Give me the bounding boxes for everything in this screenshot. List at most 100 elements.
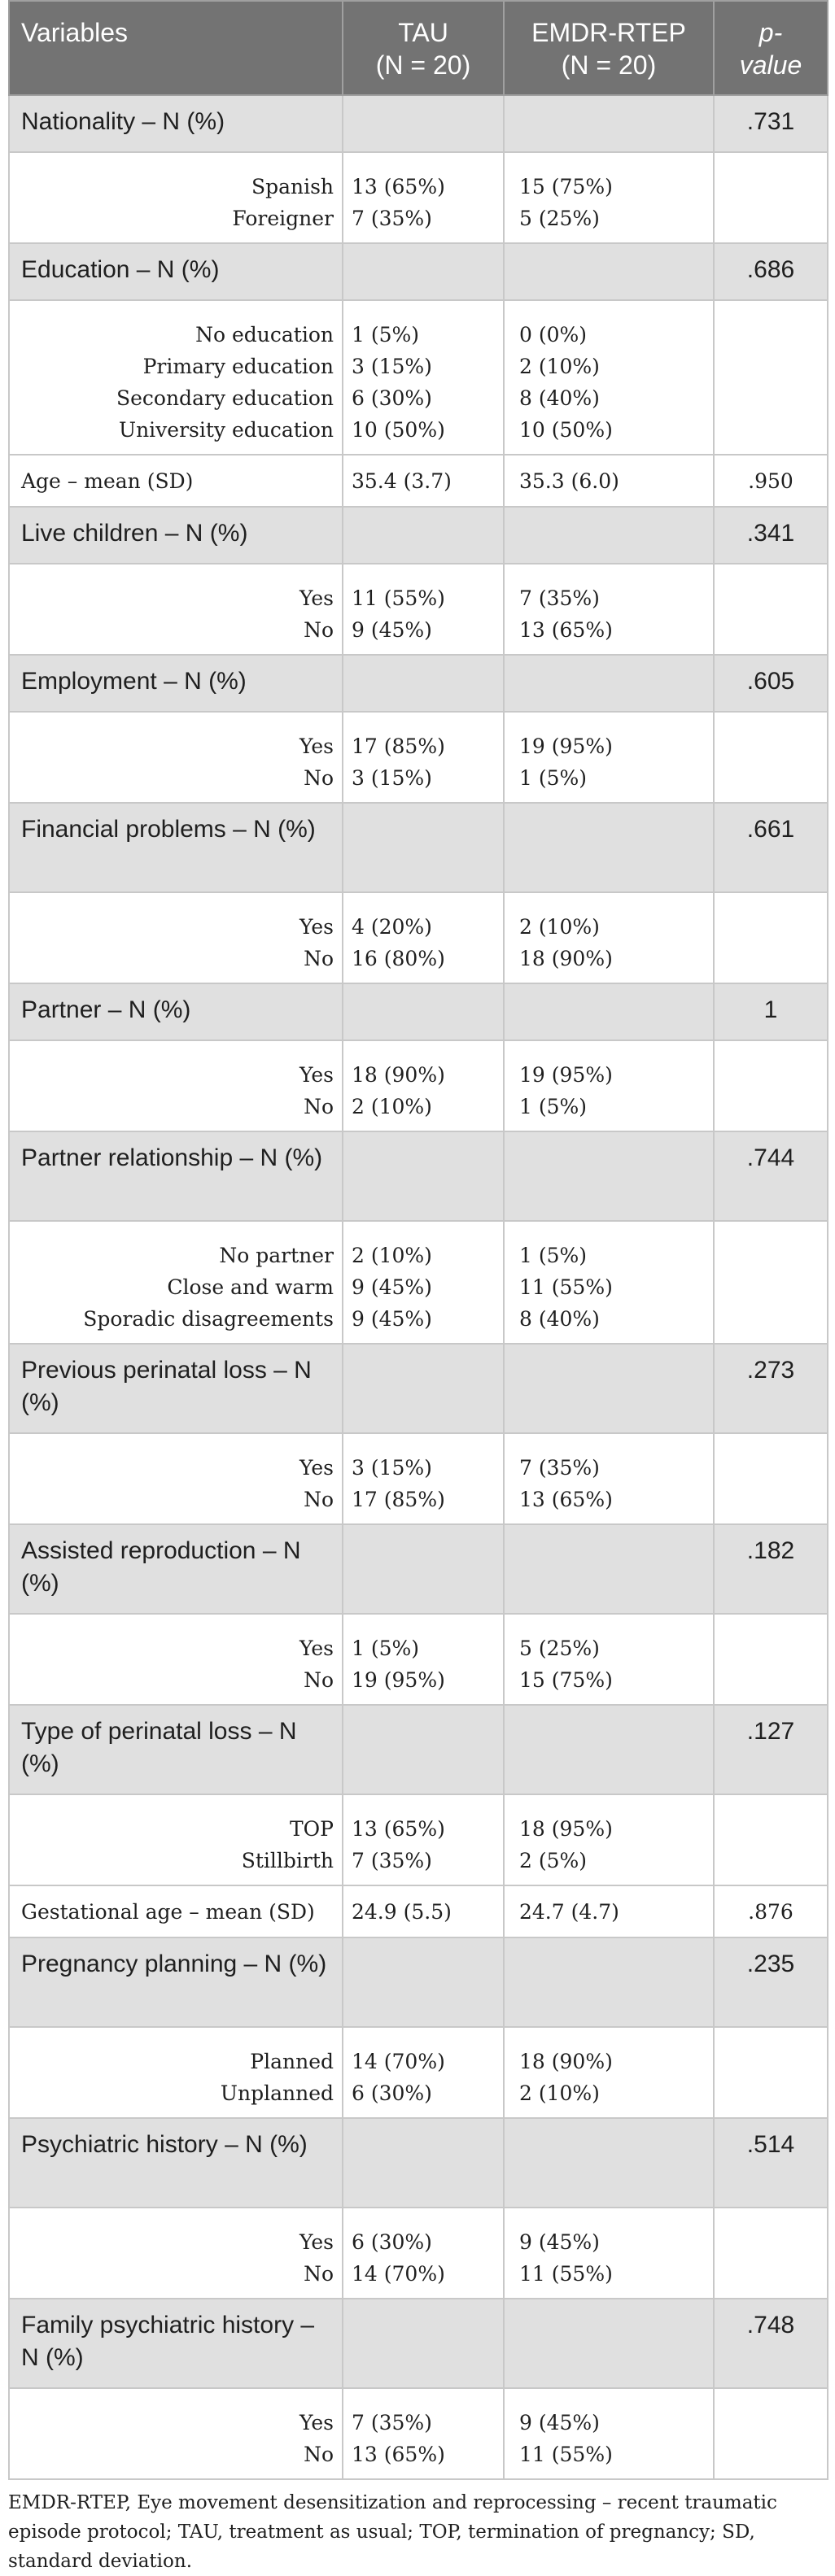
item-p-empty bbox=[713, 1040, 828, 1132]
item-label: Close and warm bbox=[167, 1275, 334, 1299]
group-p-value: .182 bbox=[713, 1523, 828, 1615]
group-label: Partner relationship – N (%) bbox=[8, 1131, 343, 1222]
item-label: No partner bbox=[219, 1244, 334, 1267]
group-header-row: Assisted reproduction – N (%) .182 bbox=[8, 1523, 828, 1615]
group-items-row: Spanish Foreigner 13 (65%) 7 (35%) 15 (75%) 5… bbox=[8, 151, 828, 244]
item-p-empty bbox=[713, 299, 828, 455]
item-label: No bbox=[304, 618, 334, 642]
item-labels: Yes No bbox=[8, 2387, 343, 2480]
item-labels: TOP Stillbirth bbox=[8, 1794, 343, 1886]
item-label: Yes bbox=[299, 2411, 334, 2434]
item-labels: Yes No bbox=[8, 891, 343, 984]
item-label: Yes bbox=[299, 1456, 334, 1480]
header-emdr-n: (N = 20) bbox=[561, 50, 657, 80]
table-container: Variables TAU (N = 20) EMDR-RTEP (N = 20… bbox=[8, 0, 828, 2576]
group-tau-cell bbox=[342, 1937, 505, 2028]
group-tau-cell bbox=[342, 94, 505, 153]
item-emdr-value: 5 (25%) bbox=[519, 1637, 600, 1660]
item-emdr-value: 11 (55%) bbox=[519, 2262, 613, 2286]
single-label: Age – mean (SD) bbox=[8, 454, 343, 508]
group-items-row: Planned Unplanned 14 (70%) 6 (30%) 18 (90%) 2… bbox=[8, 2026, 828, 2119]
item-tau-value: 3 (15%) bbox=[352, 355, 432, 378]
group-items-row: No partner Close and warm Sporadic disagre… bbox=[8, 1220, 828, 1345]
group-header-row: Education – N (%) .686 bbox=[8, 242, 828, 301]
item-emdr-value: 10 (50%) bbox=[519, 418, 613, 442]
item-emdr-value: 15 (75%) bbox=[519, 1668, 613, 1692]
group-p-value: .744 bbox=[713, 1131, 828, 1222]
item-emdr-value: 13 (65%) bbox=[519, 618, 613, 642]
table-body: Nationality – N (%) .731 Spanish Foreigner 1… bbox=[8, 94, 828, 2480]
item-tau-value: 1 (5%) bbox=[352, 323, 420, 347]
item-tau-value: 14 (70%) bbox=[352, 2262, 445, 2286]
item-emdr-values: 15 (75%) 5 (25%) bbox=[503, 151, 715, 244]
item-emdr-value: 18 (90%) bbox=[519, 2050, 613, 2073]
item-tau-values: 4 (20%) 16 (80%) bbox=[342, 891, 505, 984]
single-tau-value: 35.4 (3.7) bbox=[342, 454, 505, 508]
header-tau-name: TAU bbox=[398, 18, 448, 47]
group-p-value: .731 bbox=[713, 94, 828, 153]
group-tau-cell bbox=[342, 654, 505, 713]
item-label: Yes bbox=[299, 586, 334, 610]
item-tau-values: 7 (35%) 13 (65%) bbox=[342, 2387, 505, 2480]
item-tau-value: 13 (65%) bbox=[352, 175, 445, 198]
item-emdr-values: 0 (0%) 2 (10%) 8 (40%) 10 (50%) bbox=[503, 299, 715, 455]
item-tau-values: 1 (5%) 19 (95%) bbox=[342, 1613, 505, 1706]
item-labels: Yes No bbox=[8, 2207, 343, 2299]
header-p-line2: value bbox=[739, 50, 802, 80]
item-emdr-value: 13 (65%) bbox=[519, 1488, 613, 1511]
item-label: Yes bbox=[299, 915, 334, 939]
group-tau-cell bbox=[342, 1704, 505, 1795]
item-emdr-value: 19 (95%) bbox=[519, 734, 613, 758]
item-emdr-values: 19 (95%) 1 (5%) bbox=[503, 1040, 715, 1132]
group-label: Type of perinatal loss – N (%) bbox=[8, 1704, 343, 1795]
group-header-row: Nationality – N (%) .731 bbox=[8, 94, 828, 153]
item-p-empty bbox=[713, 1794, 828, 1886]
header-p-value: p- value bbox=[713, 0, 828, 96]
group-items-row: Yes No 7 (35%) 13 (65%) 9 (45%) 11 (55%) bbox=[8, 2387, 828, 2480]
item-p-empty bbox=[713, 2387, 828, 2480]
item-tau-value: 6 (30%) bbox=[352, 2081, 432, 2105]
item-labels: Planned Unplanned bbox=[8, 2026, 343, 2119]
item-tau-value: 18 (90%) bbox=[352, 1063, 445, 1087]
item-emdr-values: 9 (45%) 11 (55%) bbox=[503, 2387, 715, 2480]
item-tau-values: 2 (10%) 9 (45%) 9 (45%) bbox=[342, 1220, 505, 1345]
header-tau-n: (N = 20) bbox=[375, 50, 471, 80]
item-emdr-value: 8 (40%) bbox=[519, 386, 600, 410]
group-items-row: Yes No 17 (85%) 3 (15%) 19 (95%) 1 (5%) bbox=[8, 711, 828, 804]
group-items-row: Yes No 11 (55%) 9 (45%) 7 (35%) 13 (65%) bbox=[8, 563, 828, 656]
item-emdr-value: 1 (5%) bbox=[519, 1244, 588, 1267]
group-label: Live children – N (%) bbox=[8, 506, 343, 564]
group-p-value: .514 bbox=[713, 2117, 828, 2208]
item-labels: Yes No bbox=[8, 563, 343, 656]
single-emdr-value: 24.7 (4.7) bbox=[503, 1885, 715, 1938]
item-tau-value: 17 (85%) bbox=[352, 1488, 445, 1511]
group-label: Financial problems – N (%) bbox=[8, 802, 343, 893]
item-tau-value: 11 (55%) bbox=[352, 586, 445, 610]
group-emdr-cell bbox=[503, 2298, 715, 2389]
item-p-empty bbox=[713, 563, 828, 656]
item-tau-values: 13 (65%) 7 (35%) bbox=[342, 151, 505, 244]
group-header-row: Partner relationship – N (%) .744 bbox=[8, 1131, 828, 1222]
item-emdr-values: 2 (10%) 18 (90%) bbox=[503, 891, 715, 984]
single-tau-value: 24.9 (5.5) bbox=[342, 1885, 505, 1938]
item-emdr-values: 7 (35%) 13 (65%) bbox=[503, 563, 715, 656]
item-tau-value: 9 (45%) bbox=[352, 618, 432, 642]
item-label: Planned bbox=[250, 2050, 334, 2073]
item-tau-value: 19 (95%) bbox=[352, 1668, 445, 1692]
item-tau-values: 6 (30%) 14 (70%) bbox=[342, 2207, 505, 2299]
item-emdr-value: 2 (10%) bbox=[519, 355, 600, 378]
header-p-line1: p- bbox=[758, 18, 783, 47]
item-label: Primary education bbox=[142, 355, 334, 378]
group-header-row: Family psychiatric history – N (%) .748 bbox=[8, 2298, 828, 2389]
group-label: Family psychiatric history – N (%) bbox=[8, 2298, 343, 2389]
group-header-row: Previous perinatal loss – N (%) .273 bbox=[8, 1343, 828, 1434]
item-label: No bbox=[304, 1488, 334, 1511]
item-label: University education bbox=[119, 418, 334, 442]
group-tau-cell bbox=[342, 983, 505, 1041]
group-emdr-cell bbox=[503, 983, 715, 1041]
group-header-row: Employment – N (%) .605 bbox=[8, 654, 828, 713]
item-p-empty bbox=[713, 2026, 828, 2119]
item-labels: Yes No bbox=[8, 1432, 343, 1525]
group-emdr-cell bbox=[503, 1704, 715, 1795]
item-tau-values: 13 (65%) 7 (35%) bbox=[342, 1794, 505, 1886]
